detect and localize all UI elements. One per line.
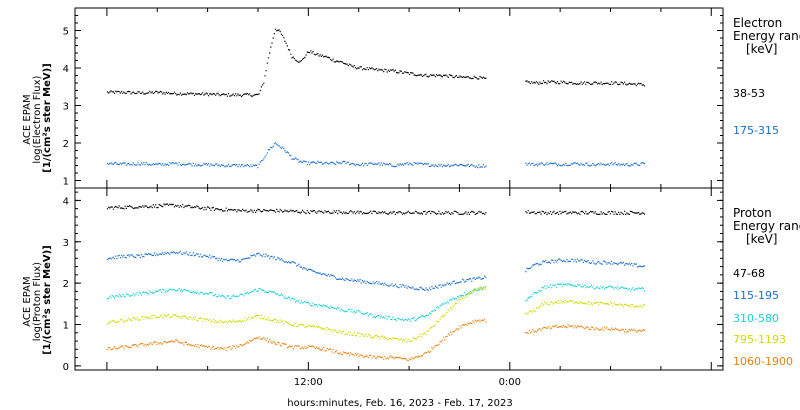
proton-series-795-1193 [106,287,646,343]
proton-series-1060-1900 [106,318,646,362]
electron-ylabel-line3: [1/(cm²s ster MeV)] [42,63,53,172]
electron-ylabel-line2: log(Electron Flux) [32,75,43,163]
proton-ytick-label: 1 [63,321,69,332]
electron-ylabel-line1: ACE EPAM [22,94,33,144]
electron-series-175-315 [106,142,646,169]
chart-marks: 1 2 3 4 5 38-53 175-315 0 1 2 3 4 12:00 0:00 47-68 115-… [63,8,793,388]
proton-ylabel-line2: log(Proton Flux) [32,262,43,341]
x-tick-label: 0:00 [499,377,521,388]
proton-series-47-68 [106,203,646,216]
proton-series-310-580 [106,283,646,322]
proton-ytick-label: 2 [63,279,69,290]
electron-ytick-label: 3 [63,102,69,113]
proton-series-115-195 [106,250,646,291]
proton-legend-title-line2: Energy range [733,219,800,233]
electron-legend-title-line3: [keV] [746,42,777,56]
electron-legend-38-53: 38-53 [733,87,765,100]
electron-series-38-53 [106,28,646,98]
proton-legend-title-line3: [keV] [746,232,777,246]
proton-ytick-label: 3 [63,238,69,249]
proton-panel-frame [74,187,724,371]
electron-legend-title-line2: Energy range [733,29,800,43]
proton-legend-title: Proton Energy range [keV] [733,206,800,246]
x-axis-title: hours:minutes, Feb. 16, 2023 - Feb. 17, … [287,398,512,409]
proton-ylabel-line1: ACE EPAM [22,276,33,326]
proton-ytick-label: 4 [63,196,69,207]
proton-legend-1060-1900: 1060-1900 [733,355,793,368]
proton-ylabel-line3: [1/(cm²s ster MeV)] [42,245,53,354]
proton-legend-title-line1: Proton [733,206,772,220]
electron-ytick-label: 1 [63,177,69,188]
proton-ylabel: ACE EPAM log(Proton Flux) [1/(cm²s ster … [22,245,53,354]
electron-panel-frame [74,7,724,189]
electron-ylabel: ACE EPAM log(Electron Flux) [1/(cm²s ste… [22,63,53,172]
electron-ytick-label: 2 [63,139,69,150]
proton-legend-795-1193: 795-1193 [733,333,786,346]
proton-legend-47-68: 47-68 [733,267,765,280]
proton-ytick-label: 0 [63,362,69,373]
electron-ytick-label: 4 [63,64,69,75]
proton-legend-115-195: 115-195 [733,289,779,302]
electron-legend-175-315: 175-315 [733,124,779,137]
x-tick-label: 12:00 [294,377,323,388]
electron-legend-title-line1: Electron [733,16,782,30]
electron-ytick-label: 5 [63,27,69,38]
proton-legend-310-580: 310-580 [733,312,779,325]
electron-legend-title: Electron Energy range [keV] [733,16,800,56]
